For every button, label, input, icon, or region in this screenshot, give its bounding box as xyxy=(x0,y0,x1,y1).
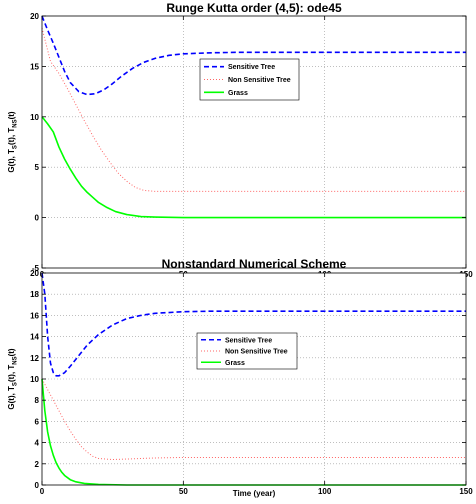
x-tick-label: 0 xyxy=(40,487,45,496)
y-tick-label: 6 xyxy=(35,417,40,426)
chart-2: 0 50 100 150 0 2 4 6 8 10 12 14 16 18 20 Nonstandard Nu… xyxy=(7,257,473,498)
legend: Sensitive Tree Non Sensitive Tree Grass xyxy=(199,58,300,101)
y-tick-label: -5 xyxy=(32,264,40,273)
y-axis-label: G(t), TS(t), TNS(t) xyxy=(7,348,19,410)
legend-label: Non Sensitive Tree xyxy=(225,349,288,356)
series-line-non-sensitive-tree xyxy=(41,378,466,461)
y-tick-label: 4 xyxy=(35,439,40,448)
legend-box xyxy=(199,58,300,101)
series-line-non-sensitive-tree xyxy=(41,27,466,192)
x-tick-label: 150 xyxy=(459,487,473,496)
chart-title: Nonstandard Numerical Scheme xyxy=(162,257,347,271)
y-tick-label: 20 xyxy=(30,12,39,21)
y-tick-label: 12 xyxy=(30,354,39,363)
y-tick-label: 14 xyxy=(30,333,39,342)
y-tick-label: 5 xyxy=(35,163,40,172)
axes-box xyxy=(41,15,467,269)
legend-label: Sensitive Tree xyxy=(228,64,275,71)
y-tick-label: 10 xyxy=(30,113,39,122)
series-line-sensitive-tree xyxy=(41,15,466,96)
legend: Sensitive Tree Non Sensitive Tree Grass xyxy=(196,332,298,370)
x-tick-label: 50 xyxy=(179,487,188,496)
legend-label: Non Sensitive Tree xyxy=(228,77,291,84)
plot-area xyxy=(42,273,466,485)
series-line-sensitive-tree xyxy=(41,272,466,377)
x-tick-label: 100 xyxy=(318,487,332,496)
series-line-grass xyxy=(41,378,466,486)
y-tick-label: 10 xyxy=(30,375,39,384)
y-tick-label: 20 xyxy=(30,269,39,278)
series-line-grass xyxy=(41,116,466,219)
legend-label: Sensitive Tree xyxy=(225,337,272,344)
chart-title: Runge Kutta order (4,5): ode45 xyxy=(166,1,342,15)
y-tick-label: 0 xyxy=(35,481,40,490)
y-tick-label: 8 xyxy=(35,396,40,405)
legend-label: Grass xyxy=(228,90,248,97)
legend-label: Grass xyxy=(225,360,245,367)
plot-area xyxy=(42,16,466,268)
y-tick-label: 0 xyxy=(35,214,40,223)
y-axis-label: G(t), TS(t), TNS(t) xyxy=(7,111,19,173)
y-tick-label: 16 xyxy=(30,311,39,320)
y-tick-label: 18 xyxy=(30,290,39,299)
x-axis-label: Time (year) xyxy=(233,489,276,498)
y-tick-label: 2 xyxy=(35,460,40,469)
y-tick-label: 15 xyxy=(30,62,39,71)
